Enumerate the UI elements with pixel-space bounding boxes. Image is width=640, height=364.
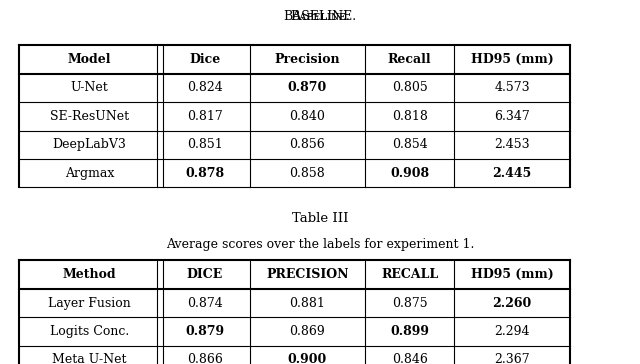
Text: 0.875: 0.875 xyxy=(392,297,428,309)
Text: 0.878: 0.878 xyxy=(185,167,225,180)
Text: Bᴀᴘᴇʟɪɴᴇ.: Bᴀᴘᴇʟɪɴᴇ. xyxy=(290,11,350,23)
Text: 2.294: 2.294 xyxy=(494,325,530,338)
Text: PRECISION: PRECISION xyxy=(266,268,348,281)
Text: Argmax: Argmax xyxy=(65,167,115,180)
Text: 0.858: 0.858 xyxy=(289,167,325,180)
Text: RECALL: RECALL xyxy=(381,268,438,281)
Text: 2.367: 2.367 xyxy=(494,353,530,364)
Text: 0.899: 0.899 xyxy=(390,325,429,338)
Text: 0.881: 0.881 xyxy=(289,297,325,309)
Text: HD95 (mm): HD95 (mm) xyxy=(470,53,554,66)
Text: 0.908: 0.908 xyxy=(390,167,429,180)
Text: 0.818: 0.818 xyxy=(392,110,428,123)
Text: 0.824: 0.824 xyxy=(187,81,223,94)
Text: Logits Conc.: Logits Conc. xyxy=(50,325,129,338)
Text: Table III: Table III xyxy=(292,212,348,225)
Text: 0.866: 0.866 xyxy=(187,353,223,364)
Text: Model: Model xyxy=(68,53,111,66)
Text: 0.870: 0.870 xyxy=(287,81,327,94)
Text: Method: Method xyxy=(63,268,116,281)
Text: HD95 (mm): HD95 (mm) xyxy=(470,268,554,281)
Text: 0.805: 0.805 xyxy=(392,81,428,94)
Text: Meta U-Net: Meta U-Net xyxy=(52,353,127,364)
Text: Average scores over the labels for experiment 1.: Average scores over the labels for exper… xyxy=(166,238,474,251)
Text: 0.851: 0.851 xyxy=(187,138,223,151)
Text: 0.900: 0.900 xyxy=(287,353,327,364)
Text: DeepLabV3: DeepLabV3 xyxy=(52,138,127,151)
Text: 0.817: 0.817 xyxy=(187,110,223,123)
Text: Recall: Recall xyxy=(388,53,431,66)
Text: 0.846: 0.846 xyxy=(392,353,428,364)
Text: 0.856: 0.856 xyxy=(289,138,325,151)
Text: 2.260: 2.260 xyxy=(492,297,532,309)
Text: DICE: DICE xyxy=(187,268,223,281)
Text: 2.445: 2.445 xyxy=(492,167,532,180)
Text: 2.453: 2.453 xyxy=(494,138,530,151)
Text: 0.840: 0.840 xyxy=(289,110,325,123)
Text: Dice: Dice xyxy=(189,53,220,66)
Text: SE-ResUNet: SE-ResUNet xyxy=(50,110,129,123)
Text: Precision: Precision xyxy=(275,53,340,66)
Text: 0.874: 0.874 xyxy=(187,297,223,309)
Text: 4.573: 4.573 xyxy=(494,81,530,94)
Text: Layer Fusion: Layer Fusion xyxy=(48,297,131,309)
Text: 6.347: 6.347 xyxy=(494,110,530,123)
Text: BASELINE.: BASELINE. xyxy=(284,11,356,23)
Text: 0.854: 0.854 xyxy=(392,138,428,151)
Text: 0.869: 0.869 xyxy=(289,325,325,338)
Text: U-Net: U-Net xyxy=(71,81,108,94)
Text: 0.879: 0.879 xyxy=(185,325,225,338)
